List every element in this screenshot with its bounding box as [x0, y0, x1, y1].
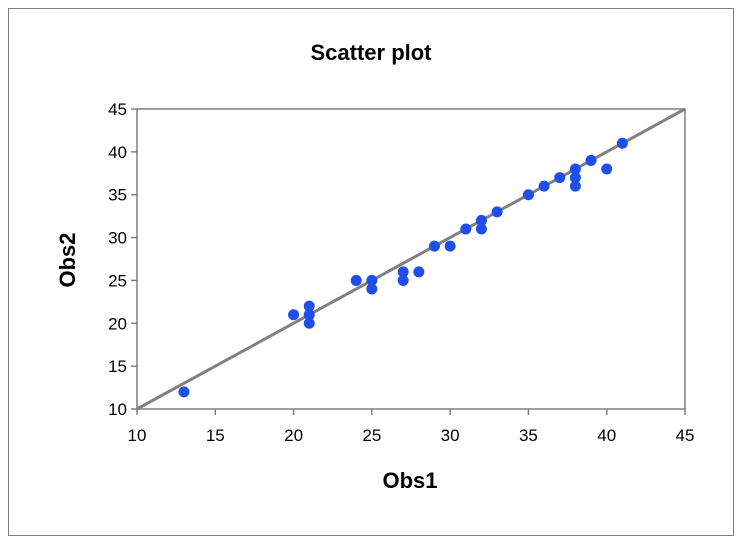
plot-area: [136, 108, 686, 410]
y-tick-label: 20: [108, 314, 127, 333]
data-point: [475, 223, 487, 235]
data-point: [366, 283, 378, 295]
data-point: [538, 180, 550, 192]
x-tick-label: 15: [206, 426, 225, 445]
y-tick-label: 15: [108, 357, 127, 376]
data-point: [554, 172, 566, 184]
data-point: [569, 180, 581, 192]
data-point: [178, 386, 190, 398]
y-tick-label: 45: [108, 100, 127, 119]
x-axis-title: Obs1: [382, 468, 437, 493]
data-point: [303, 300, 315, 312]
x-tick-label: 10: [128, 426, 147, 445]
x-tick-label: 25: [362, 426, 381, 445]
y-tick-label: 40: [108, 143, 127, 162]
x-tick-label: 35: [519, 426, 538, 445]
data-point: [601, 163, 613, 175]
chart-frame: [8, 8, 734, 536]
data-point: [303, 309, 315, 321]
x-tick-label: 30: [441, 426, 460, 445]
data-point: [522, 189, 534, 201]
data-point: [569, 163, 581, 175]
data-point: [585, 154, 597, 166]
y-tick-label: 35: [108, 186, 127, 205]
data-point: [413, 266, 425, 278]
y-tick-label: 25: [108, 271, 127, 290]
data-point: [569, 172, 581, 184]
data-point: [350, 274, 362, 286]
x-tick-label: 20: [284, 426, 303, 445]
data-point: [366, 274, 378, 286]
y-tick-label: 10: [108, 400, 127, 419]
data-point: [303, 317, 315, 329]
x-tick-label: 40: [597, 426, 616, 445]
data-point: [460, 223, 472, 235]
data-point: [444, 240, 456, 252]
data-point: [397, 274, 409, 286]
y-axis-title: Obs2: [55, 232, 80, 287]
data-point: [616, 137, 628, 149]
reference-line: [136, 107, 686, 411]
data-point: [397, 266, 409, 278]
x-tick-label: 45: [676, 426, 695, 445]
data-point: [288, 309, 300, 321]
chart-title: Scatter plot: [310, 40, 432, 65]
data-point: [475, 214, 487, 226]
y-tick-label: 30: [108, 229, 127, 248]
data-point: [428, 240, 440, 252]
data-point: [491, 206, 503, 218]
